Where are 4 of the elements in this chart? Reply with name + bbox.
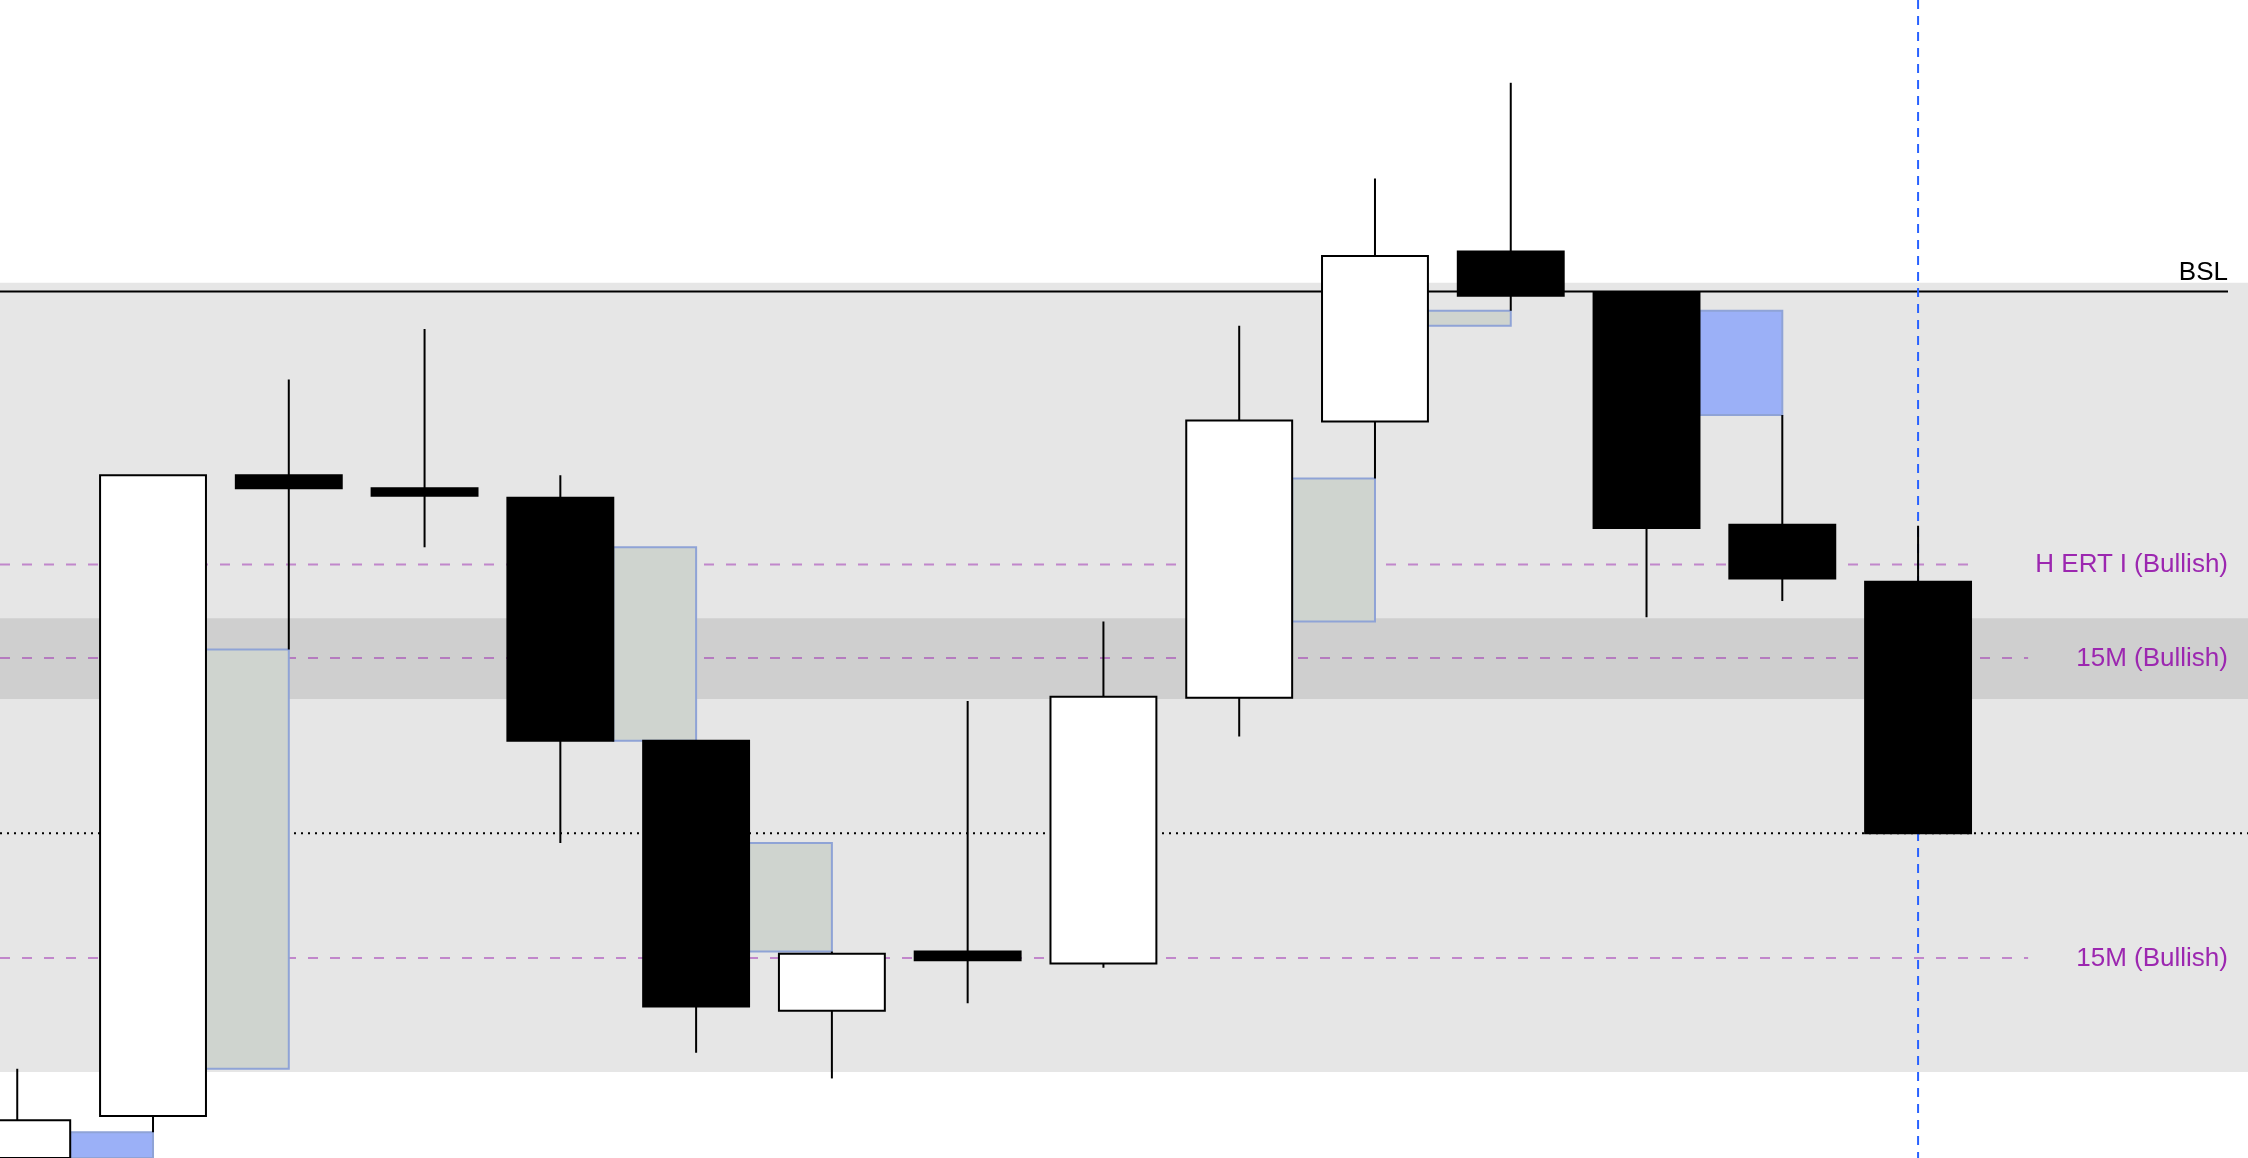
ref-line-label: 15M (Bullish) xyxy=(2076,942,2228,973)
ref-line-label: BSL xyxy=(2178,256,2228,287)
ref-line-label: H ERT I (Bullish) xyxy=(2035,548,2228,579)
ref-line-label: 15M (Bullish) xyxy=(2076,642,2228,673)
